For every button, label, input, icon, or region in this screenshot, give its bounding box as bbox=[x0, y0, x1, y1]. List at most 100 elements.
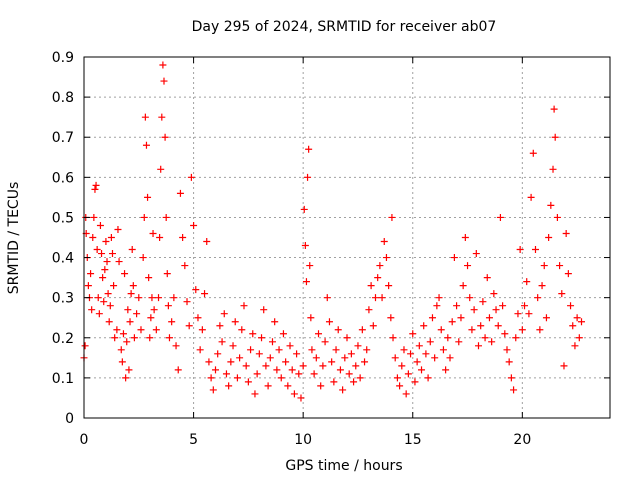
data-point bbox=[105, 318, 113, 326]
data-point bbox=[266, 354, 274, 362]
data-point bbox=[156, 234, 164, 241]
data-point bbox=[328, 358, 336, 366]
data-point bbox=[297, 394, 305, 402]
data-point bbox=[358, 326, 366, 334]
data-point bbox=[100, 298, 108, 306]
data-point bbox=[418, 366, 426, 374]
data-point bbox=[155, 294, 163, 302]
data-point bbox=[222, 370, 230, 378]
data-point bbox=[371, 294, 379, 302]
data-point bbox=[295, 370, 303, 378]
data-point bbox=[558, 290, 566, 298]
data-point bbox=[578, 318, 586, 326]
data-point bbox=[130, 334, 138, 342]
data-point bbox=[369, 322, 377, 330]
data-point bbox=[225, 382, 233, 390]
data-point bbox=[172, 342, 180, 350]
data-point bbox=[325, 318, 333, 326]
data-point bbox=[96, 221, 104, 229]
data-point bbox=[158, 113, 166, 121]
data-point bbox=[238, 326, 246, 334]
data-point bbox=[550, 105, 558, 113]
data-point bbox=[529, 149, 537, 157]
data-point bbox=[444, 334, 452, 342]
data-point bbox=[518, 326, 526, 334]
data-point bbox=[104, 290, 112, 298]
data-point bbox=[275, 346, 283, 354]
data-point bbox=[411, 378, 419, 386]
data-point bbox=[286, 342, 294, 350]
data-point bbox=[457, 314, 465, 322]
data-point bbox=[527, 193, 535, 201]
data-point bbox=[125, 366, 133, 374]
data-point bbox=[207, 374, 215, 382]
data-point bbox=[148, 294, 156, 302]
data-point bbox=[575, 334, 583, 342]
data-point bbox=[435, 294, 443, 302]
data-point bbox=[494, 322, 502, 330]
y-axis-label: SRMTID / TECUs bbox=[6, 182, 22, 295]
data-point bbox=[99, 274, 107, 282]
x-tick-label: 10 bbox=[294, 432, 312, 448]
data-point bbox=[115, 258, 123, 266]
data-point bbox=[551, 133, 559, 141]
data-point bbox=[389, 334, 397, 342]
data-point bbox=[547, 201, 555, 209]
data-point bbox=[227, 358, 235, 366]
data-point bbox=[102, 238, 110, 246]
data-point bbox=[141, 113, 149, 121]
data-point bbox=[382, 254, 390, 262]
data-point bbox=[396, 382, 404, 390]
data-point bbox=[562, 229, 570, 237]
data-point bbox=[455, 338, 463, 346]
data-point bbox=[439, 346, 447, 354]
data-point bbox=[214, 350, 222, 358]
data-point bbox=[567, 302, 575, 310]
data-point bbox=[534, 294, 542, 302]
data-point bbox=[409, 330, 417, 338]
data-point bbox=[450, 254, 458, 262]
data-point bbox=[203, 238, 211, 246]
data-point bbox=[84, 282, 92, 290]
data-point bbox=[400, 346, 408, 354]
data-point bbox=[361, 358, 369, 366]
data-point bbox=[398, 362, 406, 370]
y-tick-label: 0.7 bbox=[52, 130, 74, 146]
data-point bbox=[253, 370, 261, 378]
data-point bbox=[525, 310, 533, 318]
data-point bbox=[157, 165, 165, 173]
data-point bbox=[505, 358, 513, 366]
x-tick-label: 15 bbox=[404, 432, 422, 448]
data-point bbox=[258, 334, 266, 342]
data-point bbox=[255, 350, 263, 358]
data-point bbox=[251, 390, 259, 398]
data-point bbox=[271, 318, 279, 326]
data-point bbox=[90, 213, 98, 221]
plot-frame bbox=[83, 56, 611, 419]
data-point bbox=[284, 382, 292, 390]
data-point bbox=[113, 326, 121, 334]
data-point bbox=[556, 262, 564, 270]
data-point bbox=[293, 350, 301, 358]
data-point bbox=[433, 302, 441, 310]
data-point bbox=[244, 378, 252, 386]
data-point bbox=[339, 386, 347, 394]
data-point bbox=[345, 370, 353, 378]
data-point bbox=[140, 213, 148, 221]
data-point bbox=[150, 306, 158, 314]
data-point bbox=[365, 306, 373, 314]
data-point bbox=[127, 290, 135, 298]
data-point bbox=[149, 229, 157, 237]
data-point bbox=[341, 354, 349, 362]
y-tick-label: 0.2 bbox=[52, 331, 74, 347]
data-point bbox=[350, 378, 358, 386]
data-point bbox=[431, 354, 439, 362]
data-point bbox=[236, 354, 244, 362]
data-point bbox=[523, 278, 531, 286]
data-point bbox=[446, 354, 454, 362]
data-point bbox=[343, 334, 351, 342]
y-tick-label: 0.3 bbox=[52, 291, 74, 307]
data-point bbox=[137, 326, 145, 334]
data-point bbox=[92, 181, 100, 189]
